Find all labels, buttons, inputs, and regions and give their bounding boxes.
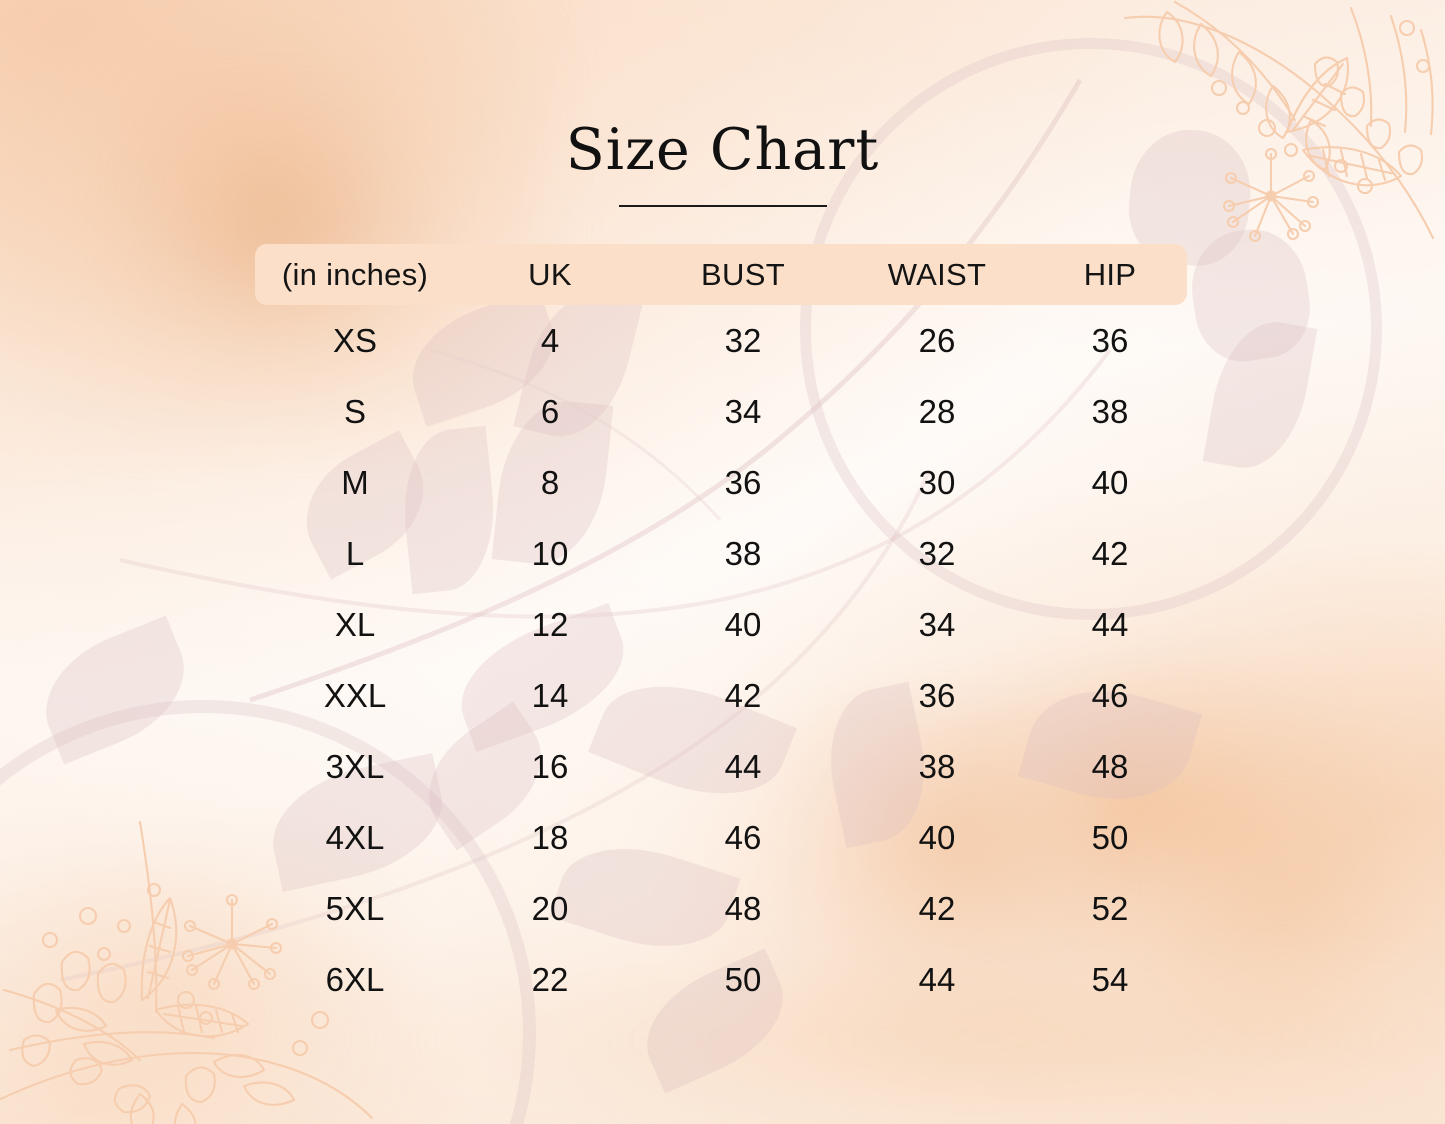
- table-row: M 8 36 30 40: [255, 447, 1187, 518]
- cell-uk: 4: [540, 321, 560, 359]
- cell-hip: 42: [1091, 534, 1129, 572]
- cell-waist: 32: [918, 534, 956, 572]
- cell-bust: 44: [724, 747, 762, 785]
- cell-hip: 36: [1091, 321, 1129, 359]
- cell-size: 3XL: [325, 747, 385, 785]
- table-body: XS 4 32 26 36 S 6 34 28 38 M 8 36 30 40 L 10 38 32 42 XL 12 40…: [255, 305, 1187, 1015]
- cell-bust: 48: [724, 889, 762, 927]
- cell-hip: 40: [1091, 463, 1129, 501]
- cell-uk: 6: [540, 392, 560, 430]
- cell-hip: 48: [1091, 747, 1129, 785]
- cell-bust: 40: [724, 605, 762, 643]
- cell-waist: 38: [918, 747, 956, 785]
- cell-size: 6XL: [325, 960, 385, 998]
- cell-size: XS: [332, 321, 378, 359]
- cell-uk: 12: [531, 605, 569, 643]
- table-row: XS 4 32 26 36: [255, 305, 1187, 376]
- cell-hip: 54: [1091, 960, 1129, 998]
- cell-size: S: [343, 392, 366, 430]
- cell-bust: 32: [724, 321, 762, 359]
- cell-waist: 30: [918, 463, 956, 501]
- cell-waist: 26: [918, 321, 956, 359]
- cell-uk: 22: [531, 960, 569, 998]
- cell-bust: 46: [724, 818, 762, 856]
- table-row: 4XL 18 46 40 50: [255, 802, 1187, 873]
- cell-hip: 52: [1091, 889, 1129, 927]
- cell-waist: 44: [918, 960, 956, 998]
- cell-size: XL: [334, 605, 376, 643]
- cell-hip: 38: [1091, 392, 1129, 430]
- cell-uk: 20: [531, 889, 569, 927]
- cell-bust: 34: [724, 392, 762, 430]
- cell-hip: 44: [1091, 605, 1129, 643]
- table-row: L 10 38 32 42: [255, 518, 1187, 589]
- cell-uk: 16: [531, 747, 569, 785]
- column-header-hip: HIP: [1083, 256, 1137, 292]
- cell-bust: 38: [724, 534, 762, 572]
- table-header-row: (in inches) UK BUST WAIST HIP: [255, 244, 1187, 305]
- table-row: XXL 14 42 36 46: [255, 660, 1187, 731]
- page-title: Size Chart: [565, 117, 880, 183]
- column-header-uk: UK: [528, 256, 572, 292]
- cell-waist: 36: [918, 676, 956, 714]
- title-underline-rule: [618, 205, 827, 207]
- cell-waist: 28: [918, 392, 956, 430]
- cell-size: XXL: [323, 676, 387, 714]
- cell-uk: 18: [531, 818, 569, 856]
- cell-hip: 46: [1091, 676, 1129, 714]
- column-header-waist: WAIST: [887, 256, 987, 292]
- cell-uk: 8: [540, 463, 560, 501]
- table-row: 3XL 16 44 38 48: [255, 731, 1187, 802]
- table-row: S 6 34 28 38: [255, 376, 1187, 447]
- size-chart-table: (in inches) UK BUST WAIST HIP XS 4 32 26 36 S…: [255, 244, 1187, 1015]
- cell-waist: 42: [918, 889, 956, 927]
- table-header: (in inches) UK BUST WAIST HIP: [255, 244, 1187, 305]
- cell-size: L: [345, 534, 365, 572]
- cell-size: M: [341, 463, 369, 501]
- cell-bust: 42: [724, 676, 762, 714]
- cell-size: 4XL: [325, 818, 385, 856]
- title-block: Size Chart: [0, 122, 1445, 207]
- cell-size: 5XL: [325, 889, 385, 927]
- cell-hip: 50: [1091, 818, 1129, 856]
- cell-uk: 10: [531, 534, 569, 572]
- cell-waist: 40: [918, 818, 956, 856]
- table-row: 5XL 20 48 42 52: [255, 873, 1187, 944]
- column-header-bust: BUST: [701, 256, 785, 292]
- cell-waist: 34: [918, 605, 956, 643]
- cell-uk: 14: [531, 676, 569, 714]
- cell-bust: 36: [724, 463, 762, 501]
- column-header-in-inches: (in inches): [281, 256, 429, 292]
- table-row: XL 12 40 34 44: [255, 589, 1187, 660]
- table-row: 6XL 22 50 44 54: [255, 944, 1187, 1015]
- cell-bust: 50: [724, 960, 762, 998]
